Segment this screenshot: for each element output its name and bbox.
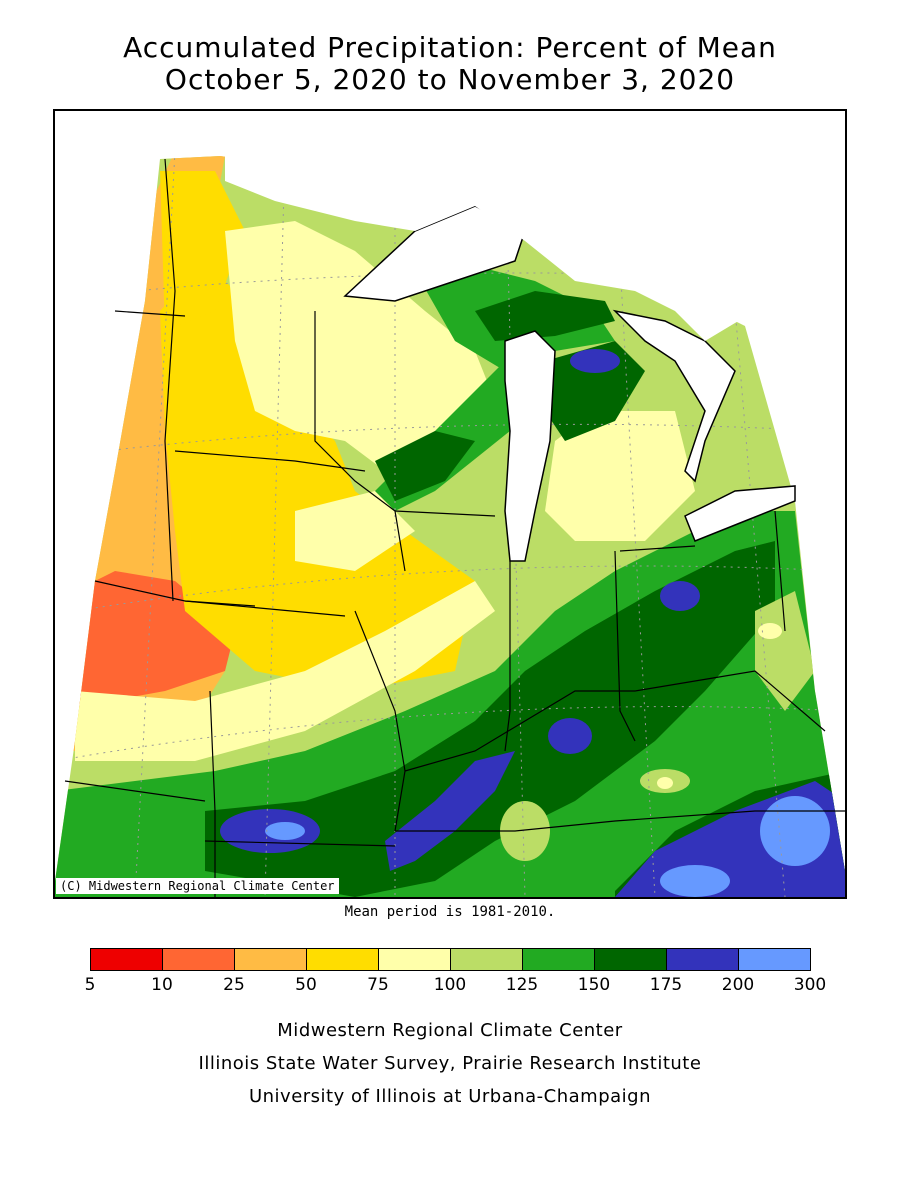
zone-75-100-oh	[758, 623, 782, 639]
credit-isws: Illinois State Water Survey, Prairie Res…	[198, 1053, 702, 1074]
lake-huron	[612, 309, 736, 483]
zone-75-100-ky	[657, 777, 673, 789]
legend-break-label: 300	[793, 975, 827, 995]
precipitation-map	[53, 109, 847, 899]
zone-75-100-mid	[295, 491, 415, 571]
state-borders	[64, 158, 845, 897]
legend-swatch	[522, 948, 595, 971]
legend-break-label: 5	[84, 975, 96, 995]
zone-175-200-oh	[660, 581, 700, 611]
zone-75-100-mi	[545, 411, 695, 541]
legend-swatch	[234, 948, 307, 971]
legend-break-label: 50	[295, 975, 317, 995]
zone-150-175-south	[205, 541, 775, 897]
legend-break-label: 175	[649, 975, 683, 995]
legend-swatch	[378, 948, 451, 971]
legend-swatch	[594, 948, 667, 971]
legend-swatch	[162, 948, 235, 971]
legend-swatch	[450, 948, 523, 971]
legend-break-label: 100	[433, 975, 467, 995]
zone-150-175-wi	[375, 431, 475, 501]
zone-50-75-north	[160, 171, 245, 331]
zone-100-125-oh	[755, 591, 815, 711]
legend-break-label: 150	[577, 975, 611, 995]
legend-swatch	[666, 948, 739, 971]
legend-swatch	[738, 948, 811, 971]
zone-75-100-north	[225, 221, 495, 471]
mean-period-note: Mean period is 1981-2010.	[344, 904, 556, 920]
canada	[225, 151, 795, 341]
zone-175-200-mi	[570, 349, 620, 373]
legend-swatch	[306, 948, 379, 971]
credit-mrcc: Midwestern Regional Climate Center	[277, 1020, 623, 1041]
credit-uiuc: University of Illinois at Urbana-Champai…	[248, 1086, 652, 1107]
map-title: Accumulated Precipitation: Percent of Me…	[123, 31, 777, 64]
legend-break-label: 25	[223, 975, 245, 995]
graticule	[55, 156, 845, 897]
zone-150-175-mi	[545, 341, 645, 441]
legend-swatch	[90, 948, 163, 971]
legend-break-label: 200	[721, 975, 755, 995]
color-legend	[90, 948, 811, 971]
legend-break-label: 75	[367, 975, 389, 995]
zone-75-100-band	[75, 581, 495, 761]
zone-5-10	[55, 621, 70, 671]
zone-200-300-se	[760, 796, 830, 866]
legend-break-label: 10	[151, 975, 173, 995]
zone-200-300-mo	[265, 822, 305, 840]
zone-200-300-tn	[660, 865, 730, 897]
zone-150-175-up	[475, 291, 615, 341]
map-date-range: October 5, 2020 to November 3, 2020	[164, 63, 736, 96]
zone-175-200-in	[548, 718, 592, 754]
lake-erie	[684, 485, 796, 542]
lake-superior	[343, 205, 526, 302]
zone-175-200-ky	[385, 751, 515, 871]
copyright-label: (C) Midwestern Regional Climate Center	[56, 878, 339, 894]
legend-break-label: 125	[505, 975, 539, 995]
map-canvas	[55, 151, 845, 897]
zone-50-75	[160, 261, 475, 691]
lake-michigan	[504, 330, 556, 562]
legend-labels: 5 10 25 50 75 100 125 150 175 200 300	[0, 975, 900, 995]
zone-100-125-tn	[500, 801, 550, 861]
